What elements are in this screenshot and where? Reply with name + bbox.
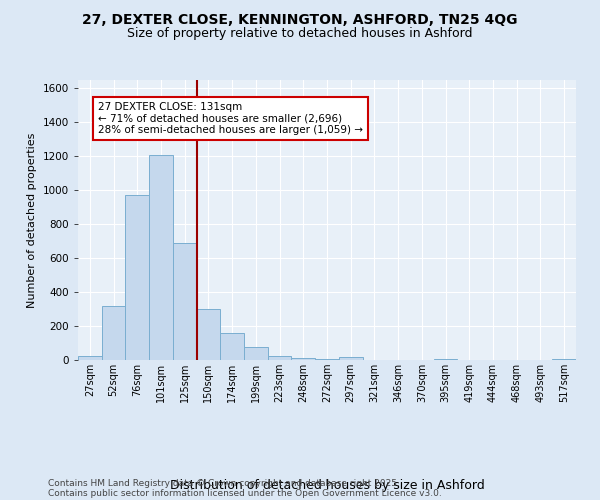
Bar <box>552 359 576 360</box>
Y-axis label: Number of detached properties: Number of detached properties <box>27 132 37 308</box>
X-axis label: Distribution of detached houses by size in Ashford: Distribution of detached houses by size … <box>170 478 484 492</box>
Text: 27 DEXTER CLOSE: 131sqm
← 71% of detached houses are smaller (2,696)
28% of semi: 27 DEXTER CLOSE: 131sqm ← 71% of detache… <box>98 102 363 136</box>
Bar <box>173 243 197 360</box>
Text: Contains HM Land Registry data © Crown copyright and database right 2025.: Contains HM Land Registry data © Crown c… <box>48 478 400 488</box>
Bar <box>292 358 315 360</box>
Bar <box>315 359 339 360</box>
Text: 27, DEXTER CLOSE, KENNINGTON, ASHFORD, TN25 4QG: 27, DEXTER CLOSE, KENNINGTON, ASHFORD, T… <box>82 12 518 26</box>
Bar <box>197 309 220 360</box>
Bar <box>125 196 149 360</box>
Bar <box>102 306 125 360</box>
Bar <box>268 356 292 360</box>
Bar <box>220 333 244 360</box>
Bar <box>149 154 173 360</box>
Text: Contains public sector information licensed under the Open Government Licence v3: Contains public sector information licen… <box>48 488 442 498</box>
Bar <box>339 358 362 360</box>
Text: Size of property relative to detached houses in Ashford: Size of property relative to detached ho… <box>127 28 473 40</box>
Bar <box>434 359 457 360</box>
Bar <box>78 356 102 360</box>
Bar <box>244 348 268 360</box>
